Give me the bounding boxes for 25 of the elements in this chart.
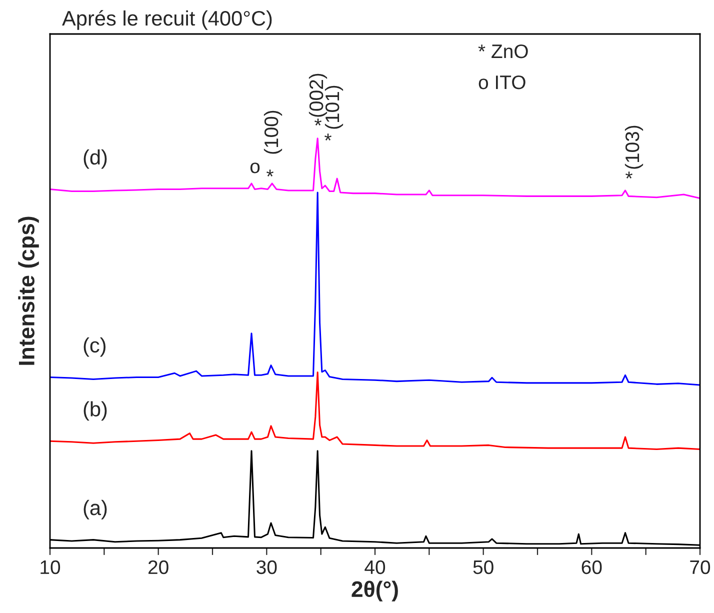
annotation: o (250, 162, 260, 174)
annotation: * (626, 172, 632, 178)
series-label: (b) (84, 401, 107, 421)
series-label: (d) (84, 149, 107, 169)
annotation: (103) (624, 126, 644, 169)
x-tick-label: 20 (148, 560, 168, 574)
annotation: (100) (264, 110, 282, 154)
text: (101) (324, 86, 344, 129)
x-tick-label: 50 (473, 560, 494, 574)
text: * (314, 118, 322, 126)
x-axis-title: 2θ(°) (352, 580, 398, 602)
x-tick-label: 60 (582, 560, 602, 574)
x-tick-label: 30 (256, 560, 277, 574)
annotation: * (266, 170, 274, 176)
text: * ZnO (478, 44, 528, 58)
chart-title: Aprés le recuit (400°C) (62, 10, 272, 30)
x-tick-label: 70 (690, 560, 710, 574)
annotation: * (324, 134, 332, 140)
x-tick-label: 40 (364, 560, 386, 574)
text: o ITO (478, 75, 526, 90)
series-label: (a) (84, 500, 107, 520)
x-tick-label: 10 (40, 560, 60, 574)
y-axis-title: Intensite (cps) (18, 216, 39, 365)
text: (002) (308, 74, 328, 117)
series-label: (c) (84, 337, 106, 357)
